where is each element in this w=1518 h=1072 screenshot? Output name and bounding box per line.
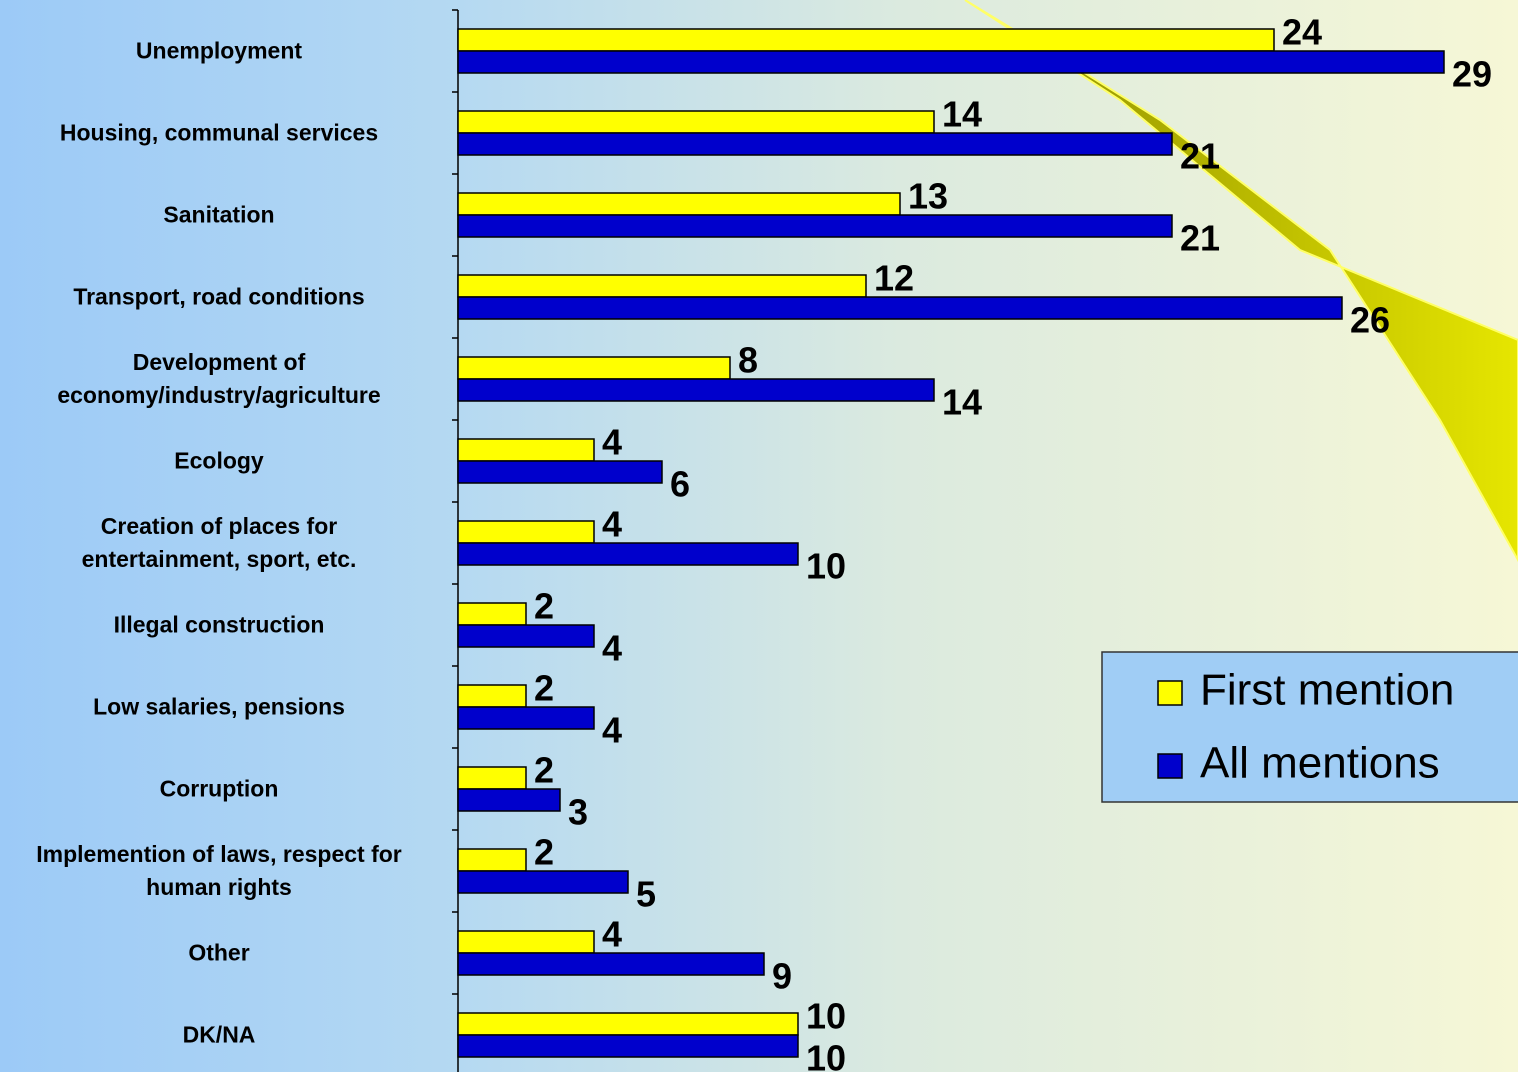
category-label: Illegal construction (113, 611, 325, 638)
bar (457, 1012, 799, 1036)
value-label: 3 (568, 792, 588, 833)
bar (457, 192, 901, 216)
bar (457, 542, 799, 566)
value-label: 14 (942, 382, 982, 423)
value-label: 2 (534, 668, 554, 709)
category-label: Ecology (174, 447, 264, 474)
category-label: Sanitation (163, 201, 275, 228)
bar (457, 848, 527, 872)
value-label: 4 (602, 628, 622, 669)
value-label: 4 (602, 504, 622, 545)
category-label: Housing, communal services (59, 119, 379, 146)
category-label: Implemention of laws, respect for human … (36, 841, 402, 900)
legend-swatch (1157, 753, 1183, 779)
legend-swatch (1157, 680, 1183, 706)
value-label: 24 (1282, 12, 1322, 53)
bar (457, 788, 561, 812)
bar (457, 870, 629, 894)
value-label: 10 (806, 1038, 846, 1072)
bar (457, 296, 1343, 320)
category-label: DK/NA (182, 1021, 256, 1048)
value-label: 12 (874, 258, 914, 299)
bar (457, 110, 935, 134)
value-label: 4 (602, 914, 622, 955)
value-label: 9 (772, 956, 792, 997)
value-label: 2 (534, 832, 554, 873)
category-label: Creation of places for entertainment, sp… (81, 513, 357, 572)
bar (457, 356, 731, 380)
category-label: Other (188, 939, 250, 966)
value-label: 5 (636, 874, 656, 915)
value-label: 29 (1452, 54, 1492, 95)
value-label: 13 (908, 176, 948, 217)
bar (457, 438, 595, 462)
value-label: 26 (1350, 300, 1390, 341)
value-label: 21 (1180, 218, 1220, 259)
bar (457, 50, 1445, 74)
category-label: Low salaries, pensions (93, 693, 345, 720)
value-label: 4 (602, 422, 622, 463)
value-label: 10 (806, 996, 846, 1037)
bar (457, 378, 935, 402)
category-label: Transport, road conditions (73, 283, 365, 310)
bar (457, 624, 595, 648)
bar (457, 132, 1173, 156)
bar (457, 274, 867, 298)
bar (457, 706, 595, 730)
value-label: 14 (942, 94, 982, 135)
bar (457, 930, 595, 954)
value-label: 6 (670, 464, 690, 505)
bar (457, 766, 527, 790)
legend-label: All mentions (1200, 739, 1440, 788)
value-label: 8 (738, 340, 758, 381)
decoration (964, 0, 1518, 563)
bar (457, 214, 1173, 238)
value-label: 4 (602, 710, 622, 751)
value-label: 2 (534, 750, 554, 791)
bar (457, 602, 527, 626)
bar (457, 1034, 799, 1058)
value-label: 2 (534, 586, 554, 627)
value-label: 10 (806, 546, 846, 587)
value-label: 21 (1180, 136, 1220, 177)
bar (457, 460, 663, 484)
category-label: Corruption (159, 775, 279, 802)
bar (457, 520, 595, 544)
category-label: Development of economy/industry/agricult… (57, 349, 381, 408)
bar (457, 684, 527, 708)
bar (457, 952, 765, 976)
legend-label: First mention (1200, 666, 1454, 715)
bar (457, 28, 1275, 52)
category-label: Unemployment (135, 37, 303, 64)
